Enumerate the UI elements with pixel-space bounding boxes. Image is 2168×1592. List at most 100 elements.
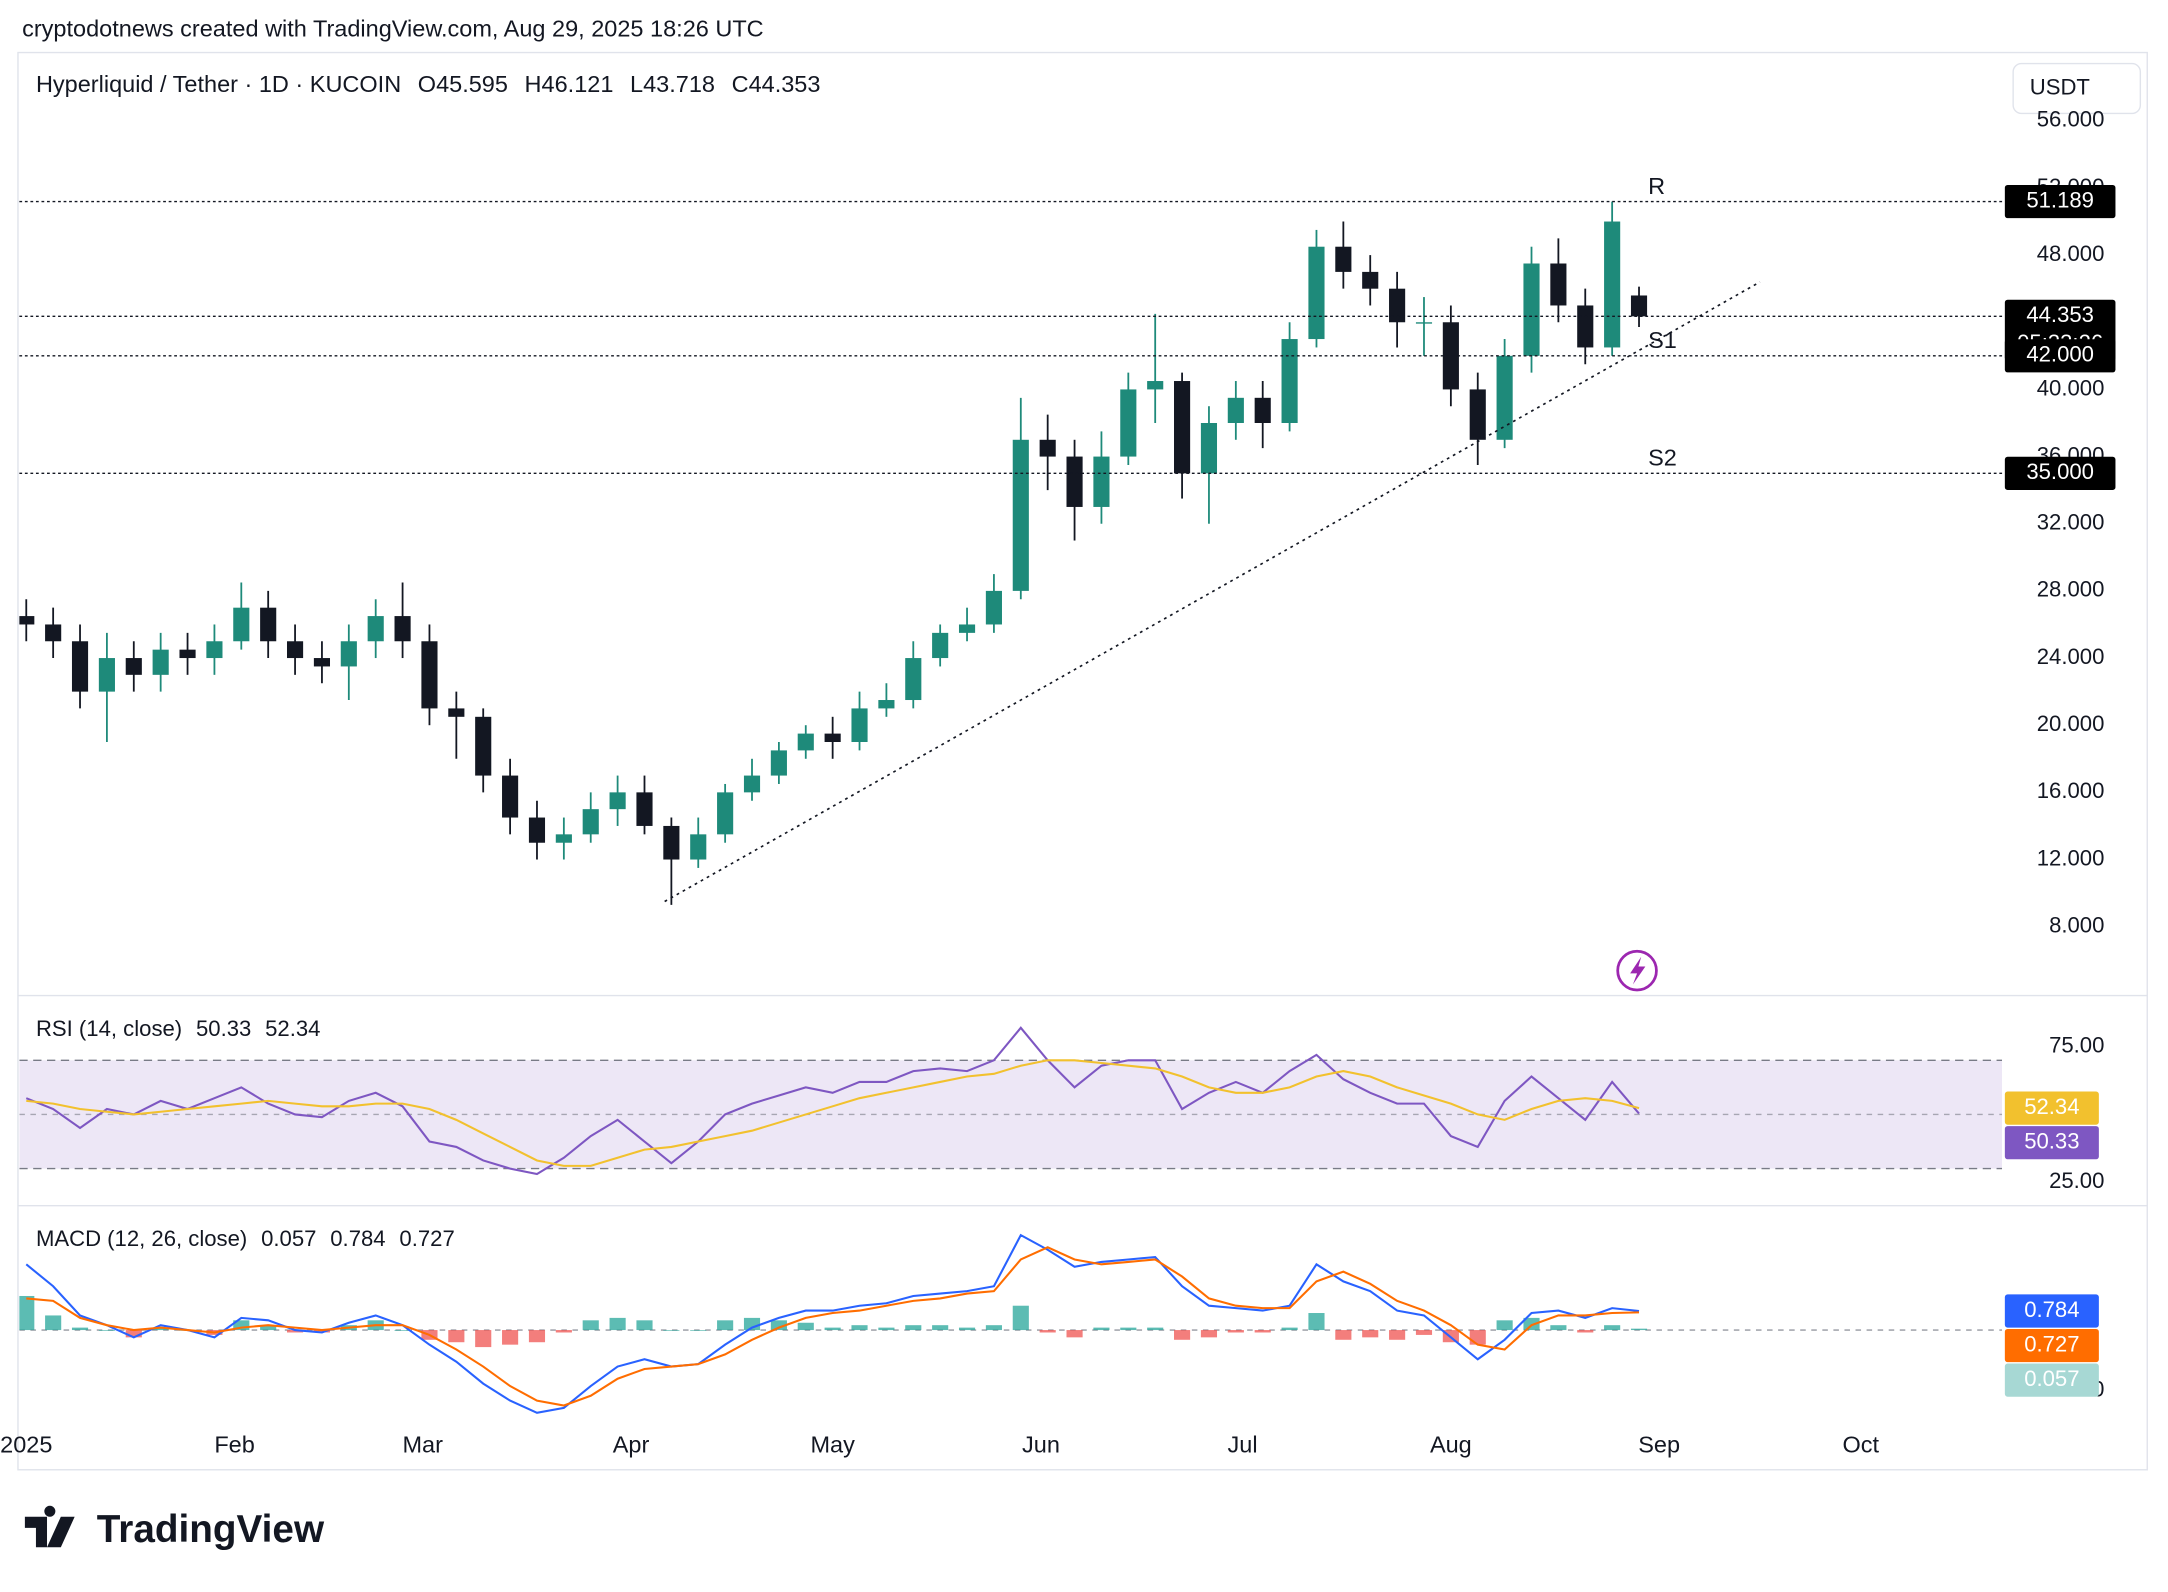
chart-title: Hyperliquid / Tether · 1D · KUCOIN	[36, 71, 401, 97]
candle-body	[717, 792, 734, 835]
last-value: 0.057	[2024, 1366, 2079, 1391]
candle-body	[1281, 339, 1298, 423]
histogram-bar	[770, 1320, 787, 1331]
level-box	[2004, 184, 2116, 219]
histogram-bar	[1174, 1330, 1191, 1340]
candle-body	[1496, 355, 1513, 440]
histogram-bar	[824, 1327, 841, 1331]
histogram-bar	[905, 1325, 922, 1331]
histogram-bar	[1254, 1330, 1271, 1333]
candle-body	[1174, 381, 1191, 474]
histogram-bar	[636, 1320, 653, 1331]
candle-body	[45, 624, 62, 642]
candle-body	[985, 590, 1002, 625]
legend-value: 0.057	[261, 1226, 316, 1251]
candle-body	[313, 658, 331, 667]
candle-body	[475, 716, 492, 776]
ohlc-letter: O	[418, 71, 436, 97]
y-tick-label: 25.00	[2049, 1168, 2104, 1193]
candle-body	[502, 775, 519, 818]
histogram-bar	[71, 1327, 89, 1331]
candle-body	[1389, 288, 1406, 323]
candle-body	[98, 658, 115, 692]
candle-body	[1308, 246, 1325, 340]
level-name: R	[1648, 173, 1665, 199]
histogram-bar	[1039, 1330, 1056, 1333]
candle-body	[1012, 439, 1029, 591]
candle-body	[1200, 422, 1218, 474]
candle-body	[958, 624, 976, 633]
candle-body	[260, 607, 277, 642]
candle-body	[421, 641, 438, 709]
histogram-bar	[1120, 1327, 1137, 1331]
histogram-bar	[1200, 1330, 1218, 1338]
histogram-bar	[1550, 1325, 1567, 1331]
histogram-bar	[1093, 1327, 1110, 1331]
x-tick-label: May	[810, 1431, 855, 1457]
histogram-bar	[98, 1330, 115, 1331]
candle-body	[1254, 397, 1271, 423]
candle-body	[19, 616, 35, 625]
y-tick-label: 48.000	[2037, 241, 2105, 266]
level-price: 42.000	[2026, 342, 2094, 367]
candle-body	[1523, 263, 1540, 356]
candle-body	[286, 641, 304, 659]
x-tick-label: Feb	[214, 1431, 255, 1457]
y-tick-label: 75.00	[2049, 1033, 2104, 1058]
macd-title: MACD (12, 26, close)	[36, 1226, 247, 1251]
candle-body	[932, 632, 949, 659]
level-box	[2004, 339, 2116, 373]
histogram-bar	[1523, 1317, 1540, 1331]
candle-body	[824, 733, 841, 742]
currency-button[interactable]	[2012, 62, 2142, 115]
y-tick-label: 24.000	[2037, 644, 2105, 669]
indicator-line	[25, 1233, 1640, 1414]
histogram-bar	[958, 1327, 976, 1331]
y-tick-label: 32.000	[2037, 510, 2105, 535]
last-value: 0.727	[2024, 1331, 2079, 1356]
candle-body	[555, 834, 572, 843]
histogram-bar	[1227, 1330, 1244, 1333]
currency-label[interactable]: USDT	[2030, 74, 2090, 99]
candle-body	[125, 658, 142, 675]
ohlc-value: 46.121	[542, 71, 614, 97]
last-value-box	[2004, 1363, 2099, 1397]
histogram-bar	[1415, 1330, 1433, 1335]
candle-body	[609, 792, 626, 810]
legend-value: 52.34	[265, 1016, 320, 1041]
x-tick-label: Oct	[1842, 1431, 1879, 1457]
candle-body	[71, 641, 89, 692]
candle-body	[1227, 397, 1244, 423]
x-tick-label: Jul	[1228, 1431, 1258, 1457]
event-icon-bolt	[1630, 956, 1646, 985]
candle-body	[636, 792, 653, 826]
x-tick-label: Sep	[1638, 1431, 1680, 1457]
pane-plot	[19, 1026, 2003, 1176]
candle-body	[878, 700, 895, 709]
candle-body	[1469, 389, 1486, 440]
last-value-box	[2004, 1126, 2099, 1160]
logo-mark	[24, 1505, 75, 1548]
candle-body	[233, 607, 250, 642]
caption: cryptodotnews created with TradingView.c…	[22, 16, 764, 42]
histogram-bar	[125, 1330, 142, 1338]
candle-body	[851, 708, 868, 742]
pane-plot	[19, 1233, 2003, 1414]
ohlc-value: 44.353	[749, 71, 821, 97]
histogram-bar	[152, 1327, 169, 1331]
histogram-bar	[609, 1317, 626, 1331]
candle-body	[367, 616, 384, 642]
y-tick-label: 20.000	[2037, 711, 2105, 736]
candle-body	[448, 708, 465, 717]
histogram-bar	[1012, 1305, 1029, 1331]
histogram-bar	[502, 1330, 519, 1345]
candle-body	[1120, 389, 1137, 457]
candle-body	[179, 649, 196, 659]
histogram-bar	[286, 1330, 304, 1333]
indicator-line	[26, 1246, 1640, 1407]
y-tick-label: 28.000	[2037, 577, 2105, 602]
candle-body	[1630, 295, 1648, 317]
histogram-bar	[1496, 1320, 1513, 1331]
last-value: 0.784	[2024, 1297, 2079, 1322]
